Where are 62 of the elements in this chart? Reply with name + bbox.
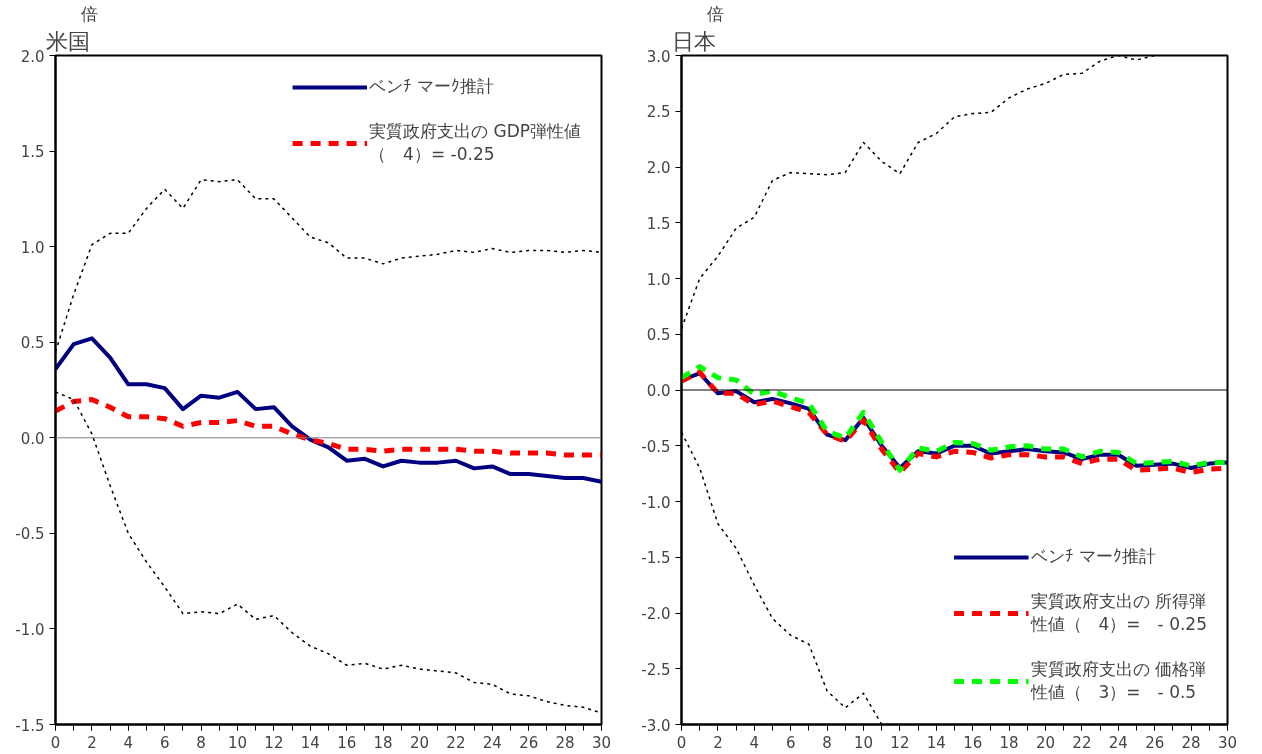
y-tick-label: 1.0 <box>646 270 671 289</box>
legend-label: 実質政府支出の 所得弾性値（ 4）= - 0.25 <box>1030 590 1207 636</box>
x-tick-label: 16 <box>337 733 357 752</box>
y-tick-label: 2.5 <box>646 103 671 122</box>
legend-label: ベンﾁ マーｸ推計 <box>1030 545 1156 568</box>
x-tick-label: 20 <box>1035 733 1056 752</box>
x-tick-label: 24 <box>482 733 502 752</box>
y-tick-label: -2.0 <box>641 605 671 623</box>
y-tick-label: 0.0 <box>646 382 671 400</box>
x-tick-label: 6 <box>159 733 170 752</box>
legend-label: 実質政府支出の 価格弾性値（ 3）= - 0.5 <box>1030 658 1206 704</box>
y-tick-label: -0.5 <box>641 437 671 456</box>
x-tick-label: 22 <box>446 733 466 752</box>
x-tick-label: 8 <box>822 733 832 752</box>
legend-label: ベンﾁ マーｸ推計 <box>369 75 495 98</box>
y-tick-label: -1.5 <box>641 549 671 568</box>
y-tick-label: -0.5 <box>15 525 45 544</box>
y-tick-label: 1.5 <box>20 143 45 162</box>
x-tick-label: 16 <box>963 733 983 752</box>
x-tick-label: 22 <box>1072 733 1092 752</box>
x-tick-label: 30 <box>1217 733 1238 752</box>
x-tick-label: 26 <box>519 733 539 752</box>
x-tick-label: 24 <box>1108 733 1128 752</box>
x-tick-label: 4 <box>123 733 134 752</box>
y-tick-label: -1.5 <box>15 716 45 735</box>
x-tick-label: 28 <box>555 733 575 752</box>
x-tick-label: 0 <box>676 733 687 752</box>
y-tick-label: -3.0 <box>641 716 671 735</box>
y-tick-label: 0.5 <box>20 334 45 353</box>
x-tick-label: 18 <box>999 733 1019 752</box>
legend-label: 実質政府支出の GDP弾性値（ 4）= -0.25 <box>369 120 581 166</box>
y-tick-label: 1.0 <box>20 238 45 257</box>
x-tick-label: 2 <box>713 733 723 752</box>
y-tick-label: -2.5 <box>641 660 671 679</box>
x-tick-label: 14 <box>926 733 946 752</box>
x-tick-label: 30 <box>591 733 612 752</box>
x-tick-label: 12 <box>264 733 284 752</box>
y-tick-label: 2.0 <box>646 159 671 177</box>
y-tick-label: 3.0 <box>646 47 671 66</box>
y-tick-label: -1.0 <box>15 620 45 639</box>
x-tick-label: 20 <box>409 733 430 752</box>
x-tick-label: 10 <box>227 733 248 752</box>
x-tick-label: 8 <box>196 733 206 752</box>
y-tick-label: 0.0 <box>20 429 45 448</box>
x-tick-label: 14 <box>300 733 320 752</box>
chart-title: 米国 <box>45 28 90 54</box>
chart-title: 日本 <box>671 28 716 54</box>
y-tick-label: 1.5 <box>646 214 671 233</box>
x-tick-label: 10 <box>853 733 874 752</box>
x-tick-label: 26 <box>1145 733 1165 752</box>
y-axis-title: 倍 <box>80 3 98 24</box>
y-tick-label: 0.5 <box>646 326 671 345</box>
x-tick-label: 4 <box>749 733 760 752</box>
x-tick-label: 0 <box>50 733 61 752</box>
y-tick-label: 2.0 <box>20 47 45 66</box>
x-tick-label: 6 <box>785 733 796 752</box>
x-tick-label: 18 <box>373 733 393 752</box>
y-axis-title: 倍 <box>706 3 724 24</box>
x-tick-label: 12 <box>890 733 910 752</box>
y-tick-label: -1.0 <box>641 493 671 512</box>
x-tick-label: 2 <box>87 733 97 752</box>
x-tick-label: 28 <box>1181 733 1201 752</box>
